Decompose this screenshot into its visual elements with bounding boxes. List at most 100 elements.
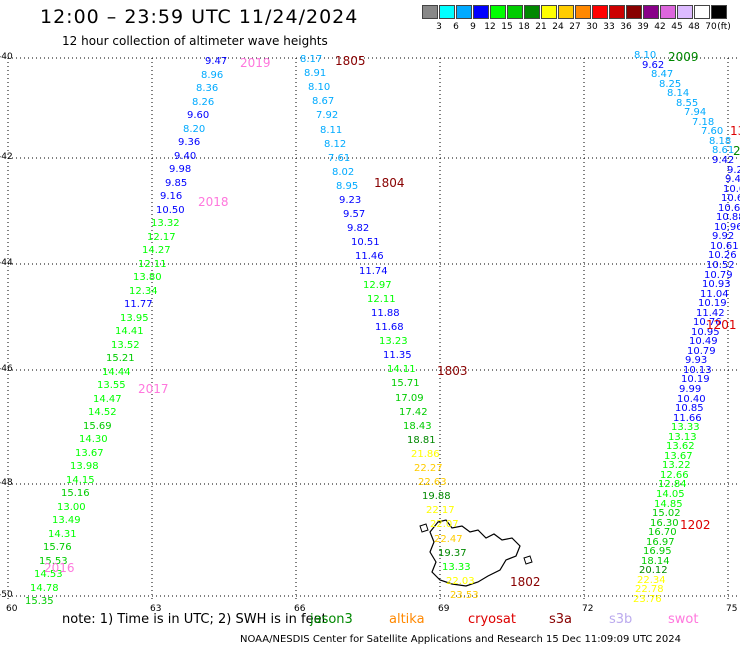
wave-height-value: 14.30 [79,434,108,445]
wave-height-value: 9.44 [725,174,740,185]
scale-swatch [643,5,659,19]
wave-height-value: 11.35 [383,350,412,361]
wave-height-value: 10.96 [714,222,740,233]
wave-height-value: 8.26 [192,97,215,108]
x-tick-label: 75 [726,604,738,614]
wave-height-value: 19.37 [438,548,467,559]
wave-height-value: 10.50 [156,205,185,216]
wave-height-value: 9.29 [727,165,740,176]
wave-height-value: 9.36 [178,137,201,148]
scale-swatch [677,5,693,19]
wave-height-value: 14.05 [656,489,685,500]
scale-swatch [660,5,676,19]
wave-height-value: 10.93 [702,279,731,290]
page-title: 12:00 – 23:59 UTC 11/24/2024 [40,6,359,28]
y-tick-label: -40 [0,52,13,62]
wave-height-value: 9.82 [347,223,370,234]
wave-height-value: 10.88 [716,212,740,223]
y-tick-label: -44 [0,258,13,268]
wave-height-value: 13.80 [133,272,162,283]
pass-label: 2017 [138,382,169,396]
wave-height-value: 14.11 [387,364,416,375]
wave-height-value: 9.62 [642,60,665,71]
scale-swatch [575,5,591,19]
grid-lines [7,57,738,600]
wave-height-value: 14.52 [88,407,117,418]
wave-height-value: 14.53 [34,569,63,580]
wave-height-value: 22.07 [430,519,459,530]
wave-height-value: 23.76 [633,594,662,605]
pass-label: 2016 [44,561,75,575]
wave-height-value: 11.66 [673,413,702,424]
wave-height-value: 22.78 [635,584,664,595]
wave-height-value: 9.16 [160,191,183,202]
wave-height-value: 16.97 [646,537,675,548]
scale-label: 45 [671,22,683,32]
wave-height-value: 8.47 [651,69,674,80]
pass-label: 1805 [335,54,366,68]
scale-swatch [490,5,506,19]
scale-label: 39 [637,22,649,32]
legend-swot: swot [668,612,699,627]
wave-height-value: 16.30 [650,518,679,529]
wave-height-value: 14.85 [654,499,683,510]
wave-height-value: 12.66 [660,470,689,481]
scale-label: 6 [453,22,459,32]
wave-height-value: 8.96 [201,70,224,81]
scale-label: 24 [552,22,564,32]
wave-height-value: 13.52 [111,340,140,351]
page-subtitle: 12 hour collection of altimeter wave hei… [62,34,328,48]
scale-label: 27 [569,22,581,32]
wave-height-value: 8.17 [300,54,323,65]
wave-height-value: 13.49 [52,515,81,526]
wave-height-value: 8.12 [324,139,347,150]
scale-swatch [541,5,557,19]
x-tick-label: 72 [582,604,594,614]
scale-label: 30 [586,22,598,32]
wave-height-value: 10.85 [675,403,704,414]
x-tick-label: 60 [6,604,18,614]
legend-jason3: jason3 [310,612,353,627]
wave-height-value: 10.52 [706,260,735,271]
wave-height-value: 15.76 [43,542,72,553]
wave-height-value: 14.47 [93,394,122,405]
pass-label: 2018 [198,195,229,209]
wave-height-value: 16.70 [648,527,677,538]
wave-height-value: 9.23 [339,195,362,206]
wave-height-value: 8.25 [659,79,682,90]
wave-height-value: 13.00 [57,502,86,513]
wave-height-value: 18.14 [641,556,670,567]
scale-label: 15 [501,22,513,32]
wave-height-value: 15.69 [83,421,112,432]
wave-height-value: 10.95 [691,327,720,338]
wave-height-value: 7.60 [701,126,724,137]
scale-label: 3 [436,22,442,32]
wave-height-value: 9.42 [712,155,735,166]
scale-swatch [507,5,523,19]
wave-height-value: 12.17 [147,232,176,243]
wave-height-value: 7.18 [692,117,715,128]
wave-height-value: 15.71 [391,378,420,389]
scale-swatch [592,5,608,19]
wave-height-value: 9.47 [205,56,228,67]
wave-height-value: 9.92 [712,231,735,242]
wave-height-value: 11.46 [355,251,384,262]
wave-height-value: 8.55 [676,98,699,109]
y-tick-label: -50 [0,590,13,600]
wave-height-value: 11.77 [124,299,153,310]
scale-swatch [524,5,540,19]
wave-height-value: 18.81 [407,435,436,446]
wave-height-value: 12.97 [363,280,392,291]
wave-height-value: 13.33 [442,562,471,573]
island-outline [419,519,533,587]
scale-swatch [558,5,574,19]
wave-height-value: 10.79 [704,270,733,281]
legend-s3b: s3b [609,612,633,627]
wave-height-value: 12.84 [658,479,687,490]
wave-height-value: 21.86 [411,449,440,460]
wave-height-value: 8.14 [667,88,690,99]
y-tick-label: -46 [0,364,13,374]
wave-height-value: 10.19 [698,298,727,309]
scale-label: 18 [518,22,530,32]
